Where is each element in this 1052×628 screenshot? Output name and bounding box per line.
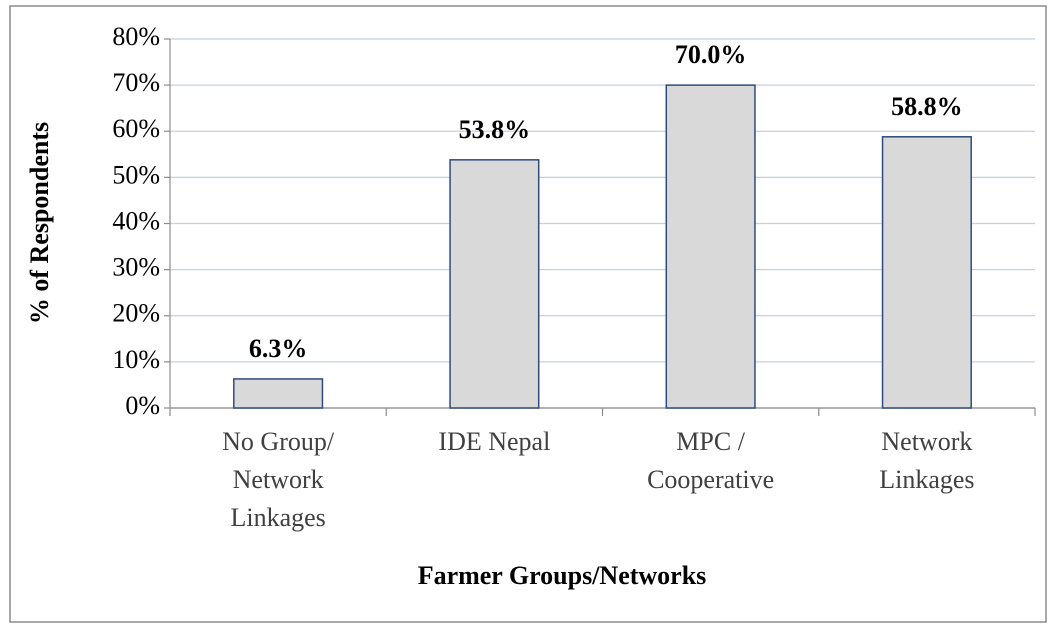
y-tick-label: 10% (112, 345, 160, 374)
y-tick-label: 0% (125, 391, 160, 420)
x-axis-title: Farmer Groups/Networks (418, 561, 707, 590)
x-tick-label: Linkages (879, 465, 974, 494)
value-label: 53.8% (459, 115, 531, 144)
bar (881, 136, 972, 409)
value-label: 6.3% (249, 334, 308, 363)
y-tick-label: 30% (112, 253, 160, 282)
y-tick-label: 20% (112, 299, 160, 328)
bar (665, 84, 756, 409)
x-tick-label: MPC / (676, 427, 745, 456)
value-label: 70.0% (675, 40, 747, 69)
y-tick-label: 50% (112, 160, 160, 189)
y-axis-title: % of Respondents (25, 122, 54, 324)
x-tick-label: Network (233, 465, 324, 494)
bar (233, 378, 324, 409)
y-tick-label: 80% (112, 22, 160, 51)
x-tick-label: IDE Nepal (438, 427, 550, 456)
y-tick-label: 40% (112, 206, 160, 235)
y-tick-label: 70% (112, 68, 160, 97)
x-tick-label: Cooperative (647, 465, 774, 494)
x-tick-label: No Group/ (222, 427, 335, 456)
value-label: 58.8% (891, 92, 963, 121)
bar (449, 159, 540, 409)
y-tick-label: 60% (112, 114, 160, 143)
x-tick-label: Network (881, 427, 972, 456)
x-tick-label: Linkages (230, 503, 325, 532)
